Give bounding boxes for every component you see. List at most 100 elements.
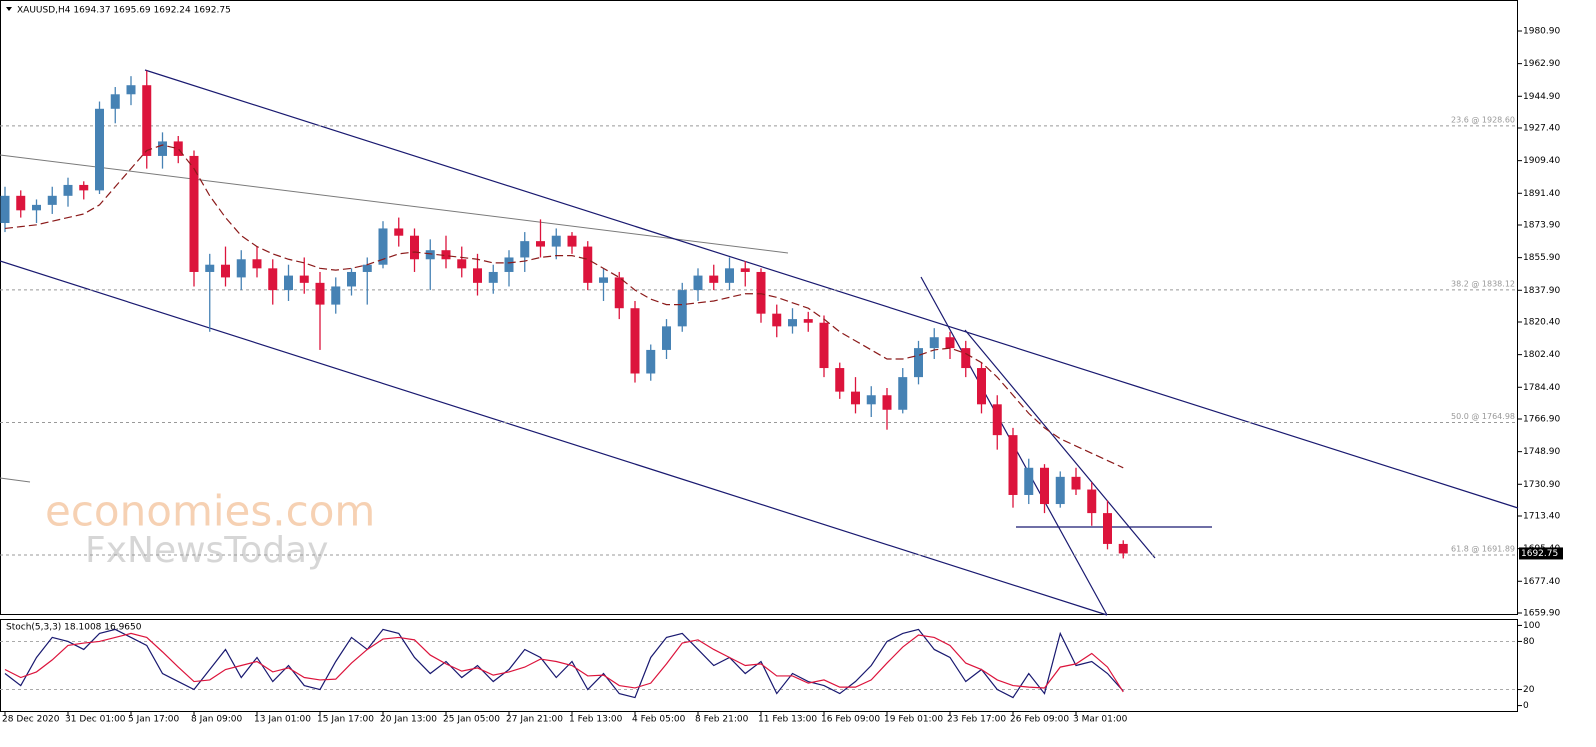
last-price-box bbox=[1519, 547, 1563, 560]
x-tick-label: 27 Jan 21:00 bbox=[506, 715, 563, 725]
candle-body bbox=[284, 275, 293, 291]
candle-body bbox=[583, 246, 593, 283]
candle-body bbox=[347, 271, 356, 287]
candle-body bbox=[740, 268, 750, 272]
fib-label: 38.2 @ 1838.12 bbox=[1451, 279, 1515, 288]
x-tick-label: 23 Feb 17:00 bbox=[947, 715, 1006, 725]
x-tick-label: 19 Feb 01:00 bbox=[884, 715, 943, 725]
y-tick-label: 1837.90 bbox=[1523, 286, 1560, 296]
y-tick-label: 1713.40 bbox=[1523, 512, 1560, 522]
candle-body bbox=[173, 141, 183, 156]
x-tick-label: 26 Feb 09:00 bbox=[1010, 715, 1069, 725]
y-tick-label: 1784.40 bbox=[1523, 383, 1560, 393]
candle-body bbox=[221, 264, 230, 278]
candle-body bbox=[47, 195, 57, 205]
candle-body bbox=[788, 319, 797, 327]
candle-body bbox=[662, 326, 671, 350]
candle-body bbox=[488, 271, 498, 283]
watermark-text: economies.com bbox=[45, 487, 375, 536]
candle-body bbox=[992, 404, 1002, 436]
stoch-pane-frame bbox=[0, 619, 1518, 712]
y-tick-label: 1820.40 bbox=[1523, 318, 1560, 328]
x-tick-label: 8 Jan 09:00 bbox=[191, 715, 243, 725]
candle-body bbox=[1055, 476, 1065, 505]
y-tick-label: 1873.90 bbox=[1523, 221, 1560, 231]
candle-body bbox=[126, 85, 136, 95]
candle-body bbox=[425, 250, 435, 260]
candle-body bbox=[1087, 489, 1097, 514]
candle-body bbox=[977, 368, 986, 405]
candle-body bbox=[0, 195, 10, 224]
watermark-text: FxNewsToday bbox=[85, 530, 328, 571]
candle-body bbox=[630, 308, 640, 374]
candle-body bbox=[299, 275, 309, 283]
candle-body bbox=[142, 85, 152, 156]
candle-body bbox=[236, 259, 246, 278]
candle-body bbox=[536, 241, 545, 247]
stoch-line bbox=[4, 632, 1124, 693]
candle-body bbox=[866, 395, 876, 405]
trend-lines bbox=[0, 154, 789, 483]
channel-line bbox=[0, 260, 1108, 616]
candle-body bbox=[268, 268, 278, 291]
candle-body bbox=[189, 155, 199, 272]
candle-body bbox=[1024, 467, 1034, 495]
y-tick-label: 1677.40 bbox=[1523, 577, 1560, 587]
candle-body bbox=[63, 184, 73, 196]
candle-body bbox=[362, 264, 372, 272]
candle-body bbox=[756, 271, 766, 314]
candle-body bbox=[79, 184, 89, 191]
fib-label: 61.8 @ 1691.89 bbox=[1451, 545, 1515, 554]
candle-body bbox=[252, 259, 262, 269]
y-tick-label: 1980.90 bbox=[1523, 27, 1560, 37]
trend-line bbox=[0, 477, 31, 483]
y-tick-label: 1962.90 bbox=[1523, 59, 1560, 69]
x-tick-label: 15 Jan 17:00 bbox=[317, 715, 374, 725]
candle-body bbox=[1071, 476, 1081, 490]
candle-body bbox=[551, 235, 561, 247]
y-tick-label: 1766.90 bbox=[1523, 415, 1560, 425]
candle-body bbox=[567, 235, 577, 247]
channel-lines bbox=[0, 69, 1519, 616]
x-tick-label: 13 Jan 01:00 bbox=[254, 715, 311, 725]
y-tick-label: 1855.90 bbox=[1523, 253, 1560, 263]
x-tick-label: 25 Jan 05:00 bbox=[443, 715, 500, 725]
y-tick-label: 80 bbox=[1523, 637, 1535, 647]
candle-body bbox=[110, 94, 120, 109]
candle-body bbox=[945, 337, 955, 349]
stoch-title: Stoch(5,3,3) 18.1008 16.9650 bbox=[6, 623, 142, 633]
y-tick-label: 0 bbox=[1523, 701, 1529, 711]
x-tick-label: 31 Dec 01:00 bbox=[65, 715, 126, 725]
main-pane-frame bbox=[0, 0, 1518, 615]
candle-body bbox=[851, 391, 860, 405]
x-tick-label: 11 Feb 13:00 bbox=[758, 715, 817, 725]
y-tick-label: 1927.40 bbox=[1523, 124, 1560, 134]
fib-label: 23.6 @ 1928.60 bbox=[1451, 115, 1515, 124]
x-tick-label: 4 Feb 05:00 bbox=[632, 715, 686, 725]
candle-body bbox=[95, 108, 104, 191]
menu-arrow bbox=[6, 7, 12, 11]
y-tick-label: 1909.40 bbox=[1523, 156, 1560, 166]
channel-line bbox=[144, 69, 1519, 509]
candle-body bbox=[158, 141, 167, 156]
moving-average bbox=[4, 144, 1124, 469]
candle-body bbox=[1008, 435, 1018, 495]
candle-body bbox=[614, 277, 624, 309]
x-tick-label: 16 Feb 09:00 bbox=[821, 715, 880, 725]
candle-body bbox=[929, 337, 939, 349]
candle-body bbox=[677, 290, 687, 327]
candle-body bbox=[457, 259, 467, 269]
candle-body bbox=[709, 275, 719, 283]
candle-body bbox=[315, 282, 325, 305]
candle-body bbox=[1040, 467, 1049, 505]
x-tick-label: 28 Dec 2020 bbox=[2, 715, 60, 725]
candle-body bbox=[835, 368, 845, 392]
candle-body bbox=[914, 348, 923, 378]
trend-line bbox=[0, 154, 789, 254]
channel-line bbox=[964, 329, 1156, 559]
y-tick-label: 1802.40 bbox=[1523, 350, 1560, 360]
candle-body bbox=[1103, 513, 1112, 544]
x-tick-label: 3 Mar 01:00 bbox=[1073, 715, 1128, 725]
candle-body bbox=[16, 195, 26, 211]
